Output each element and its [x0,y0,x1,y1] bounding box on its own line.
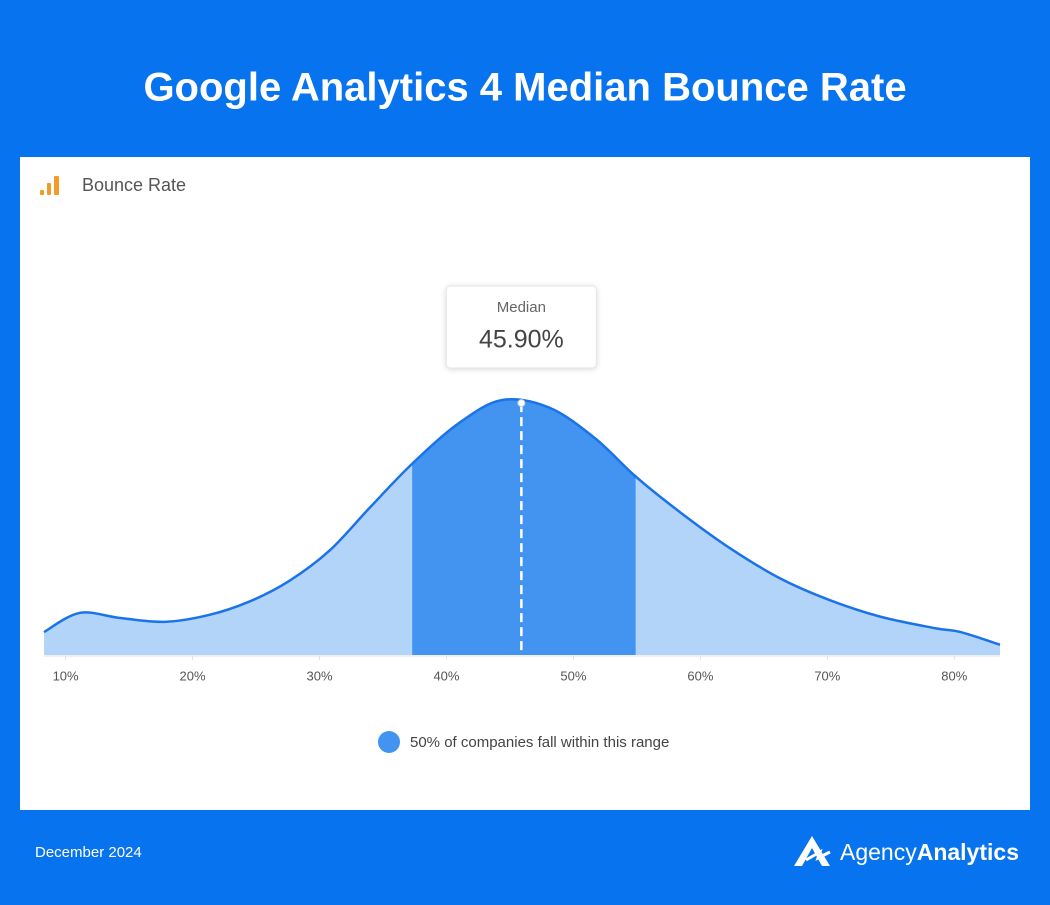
x-tick-label: 70% [814,668,840,683]
x-tick-label: 20% [180,668,206,683]
chart-icon [40,176,59,195]
tooltip-label: Median [497,299,546,316]
line [43,397,1001,646]
x-tick-label: 40% [433,668,459,683]
legend-label: 50% of companies fall within this range [410,734,669,751]
x-tick-label: 30% [306,668,332,683]
footer-date: December 2024 [35,844,142,861]
icon-bar [40,190,44,195]
brand-text: AgencyAnalytics [840,839,1019,865]
icon-bar [47,183,51,195]
x-tick-label: 60% [687,668,713,683]
brand-part: Agency [840,839,917,865]
icon-bar [54,176,59,195]
median-point [517,399,526,408]
plot: Median 45.90% 10% 20% 30% 40% 50% 60% 70% 80% 50% … [43,285,1001,753]
logo-arrow [805,848,831,862]
x-tick-label: 10% [53,668,79,683]
tooltip-value: 45.90% [479,326,564,354]
page-title: Google Analytics 4 Median Bounce Rate [143,66,906,110]
tooltip [445,285,597,369]
legend-swatch [378,731,400,753]
x-tick-label: 50% [560,668,586,683]
brand-logo: AgencyAnalytics [794,836,1019,866]
logo-mark [794,836,830,866]
x-tick-label: 80% [941,668,967,683]
brand-part: Analytics [917,839,1019,865]
range-area [412,399,636,655]
chart-title: Bounce Rate [82,175,186,195]
